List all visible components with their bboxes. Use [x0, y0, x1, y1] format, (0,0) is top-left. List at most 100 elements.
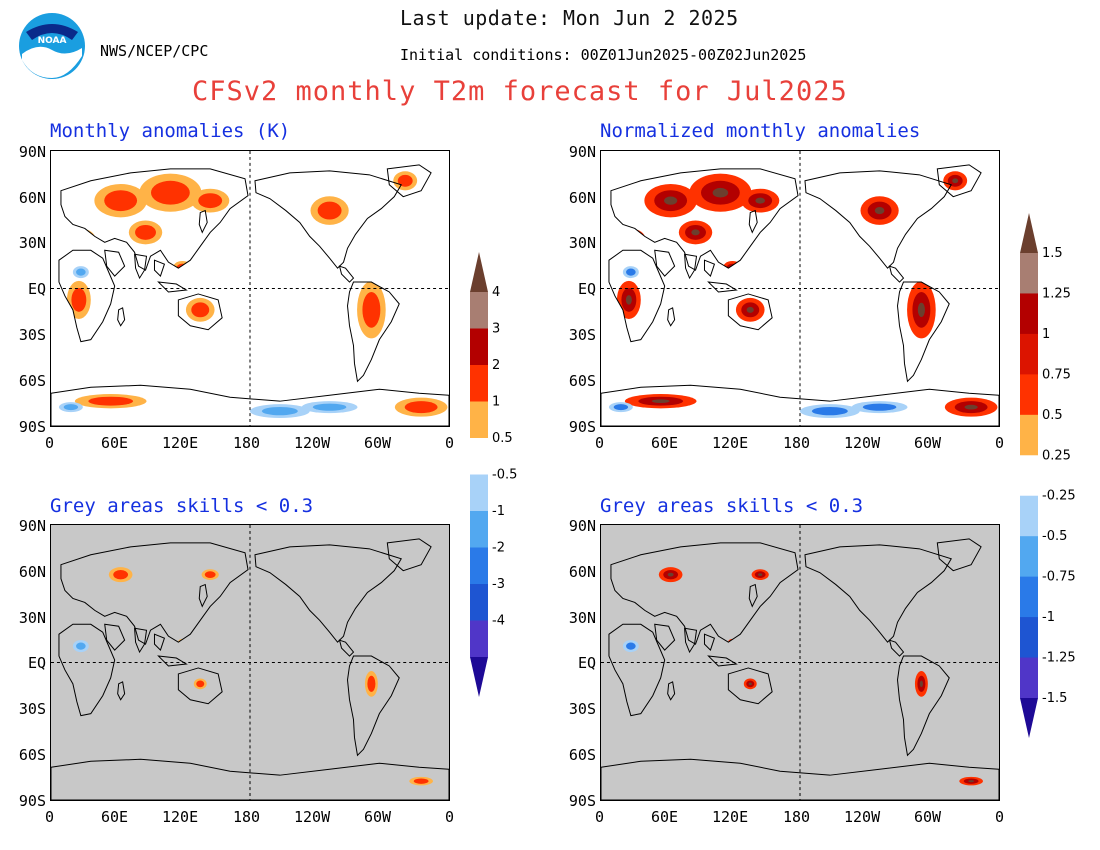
noaa-logo: NOAA [18, 12, 86, 80]
land-indonesia [708, 656, 737, 666]
coastline-madagascar [667, 681, 676, 701]
x-label: 60E [101, 808, 129, 826]
colorbar-tick-label: -0.5 [1042, 529, 1067, 544]
page-title: CFSv2 monthly T2m forecast for Jul2025 [192, 76, 848, 107]
y-label: 30N [18, 609, 46, 627]
organization-label: NWS/NCEP/CPC [100, 42, 209, 60]
y-label: 90S [568, 418, 596, 436]
coastline-arabia [104, 623, 126, 651]
coastline-japan [748, 583, 758, 608]
coastline-australia [727, 667, 773, 705]
colorbar-normalized: 1.5 1.25 1 0.75 0.5 0.25 -0.25 -0.5 -0.75 -1 -1.25… [1020, 213, 1092, 738]
colorbar-tick-label: -0.25 [1042, 489, 1076, 504]
y-label: EQ [577, 654, 596, 672]
coastline-antarctica [601, 384, 999, 426]
x-label: 180 [233, 808, 261, 826]
y-label: 30N [568, 609, 596, 627]
colorbar-swatch [470, 620, 488, 658]
coastline-central-america [888, 639, 905, 657]
land-africa [58, 624, 115, 716]
y-label: 30S [18, 326, 46, 344]
world-map-svg [51, 525, 449, 800]
colorbar-top-triangle [470, 252, 488, 292]
coastline-arabia [654, 623, 676, 651]
x-label: 0 [45, 808, 55, 826]
coastline-japan [748, 209, 758, 234]
colorbar-swatch [1020, 495, 1038, 537]
x-label: 60W [914, 808, 942, 826]
x-label: 120E [712, 808, 749, 826]
coastline-arabia [654, 249, 676, 277]
coastline-seasia [153, 259, 166, 278]
y-label: 60N [18, 189, 46, 207]
coastline-india [134, 253, 148, 280]
x-label: 0 [445, 808, 455, 826]
colorbar-swatch [470, 474, 488, 512]
coastline-japan [198, 583, 208, 608]
colorbar-tick-label: -0.5 [492, 468, 517, 483]
logo-text: NOAA [38, 36, 67, 46]
colorbar-bottom-triangle [1020, 698, 1038, 738]
x-label: 0 [595, 434, 605, 452]
coastline-central-america [338, 639, 355, 657]
y-label: 60N [18, 563, 46, 581]
colorbar-swatch [470, 292, 488, 329]
colorbar-tick-label: 1 [1042, 327, 1050, 342]
x-label: 60W [364, 434, 392, 452]
colorbar-tick-label: -1.25 [1042, 651, 1076, 666]
coastline-south-america [897, 655, 950, 757]
colorbar-bottom-triangle [470, 657, 488, 697]
coastline-north-america [254, 544, 402, 643]
colorbar-tick-label: -1 [1042, 610, 1055, 625]
coastline-japan [198, 209, 208, 234]
coastline-central-america [338, 265, 355, 283]
land-antarctica [601, 759, 999, 800]
land-japan [749, 210, 758, 233]
x-label: 120W [844, 808, 881, 826]
y-label: 90N [18, 517, 46, 535]
x-label: 120W [294, 808, 331, 826]
coastline-seasia [153, 633, 166, 652]
land-central-america [339, 640, 354, 657]
y-label: EQ [577, 280, 596, 298]
x-label: 0 [45, 434, 55, 452]
coastline-north-america [254, 170, 402, 269]
y-label: 90S [18, 418, 46, 436]
colorbar-swatch [1020, 455, 1038, 497]
y-label: 30N [18, 234, 46, 252]
land-north-america [254, 544, 402, 643]
panel-title-skill-anomalies: Grey areas skills < 0.3 [50, 495, 314, 517]
coastline-antarctica [51, 758, 449, 800]
map-skill-masked-anomalies [50, 524, 450, 801]
coastline-south-america [347, 655, 400, 757]
colorbar-tick-label: 1.25 [1042, 286, 1071, 301]
x-label: 60E [651, 808, 679, 826]
y-label: 90N [568, 143, 596, 161]
land-indonesia [708, 282, 737, 292]
coastline-australia [177, 293, 223, 331]
colorbar-swatch [1020, 617, 1038, 659]
coastline-madagascar [667, 307, 676, 327]
land-central-america [889, 266, 904, 283]
colorbar-tick-label: 1 [492, 395, 500, 410]
colorbar-swatch [1020, 536, 1038, 578]
x-label: 0 [995, 808, 1005, 826]
colorbar-tick-label: 0.25 [1042, 448, 1071, 463]
y-label: 30S [568, 326, 596, 344]
colorbar-swatch [1020, 333, 1038, 375]
colorbar-tick-label: -4 [492, 614, 505, 629]
colorbar-swatch [1020, 293, 1038, 335]
anomaly-shading [608, 171, 998, 419]
colorbar-tick-label: 2 [492, 358, 500, 373]
colorbar-tick-label: 0.75 [1042, 367, 1071, 382]
coastline-antarctica [601, 758, 999, 800]
y-label: 90S [568, 792, 596, 810]
colorbar-tick-label: -3 [492, 577, 505, 592]
land-indonesia [158, 656, 187, 666]
world-map-svg [601, 525, 999, 800]
y-label: 60S [568, 746, 596, 764]
y-label: EQ [27, 280, 46, 298]
land-antarctica [601, 385, 999, 426]
colorbar-tick-label: 0.5 [492, 431, 513, 446]
colorbar-tick-label: 3 [492, 322, 500, 337]
